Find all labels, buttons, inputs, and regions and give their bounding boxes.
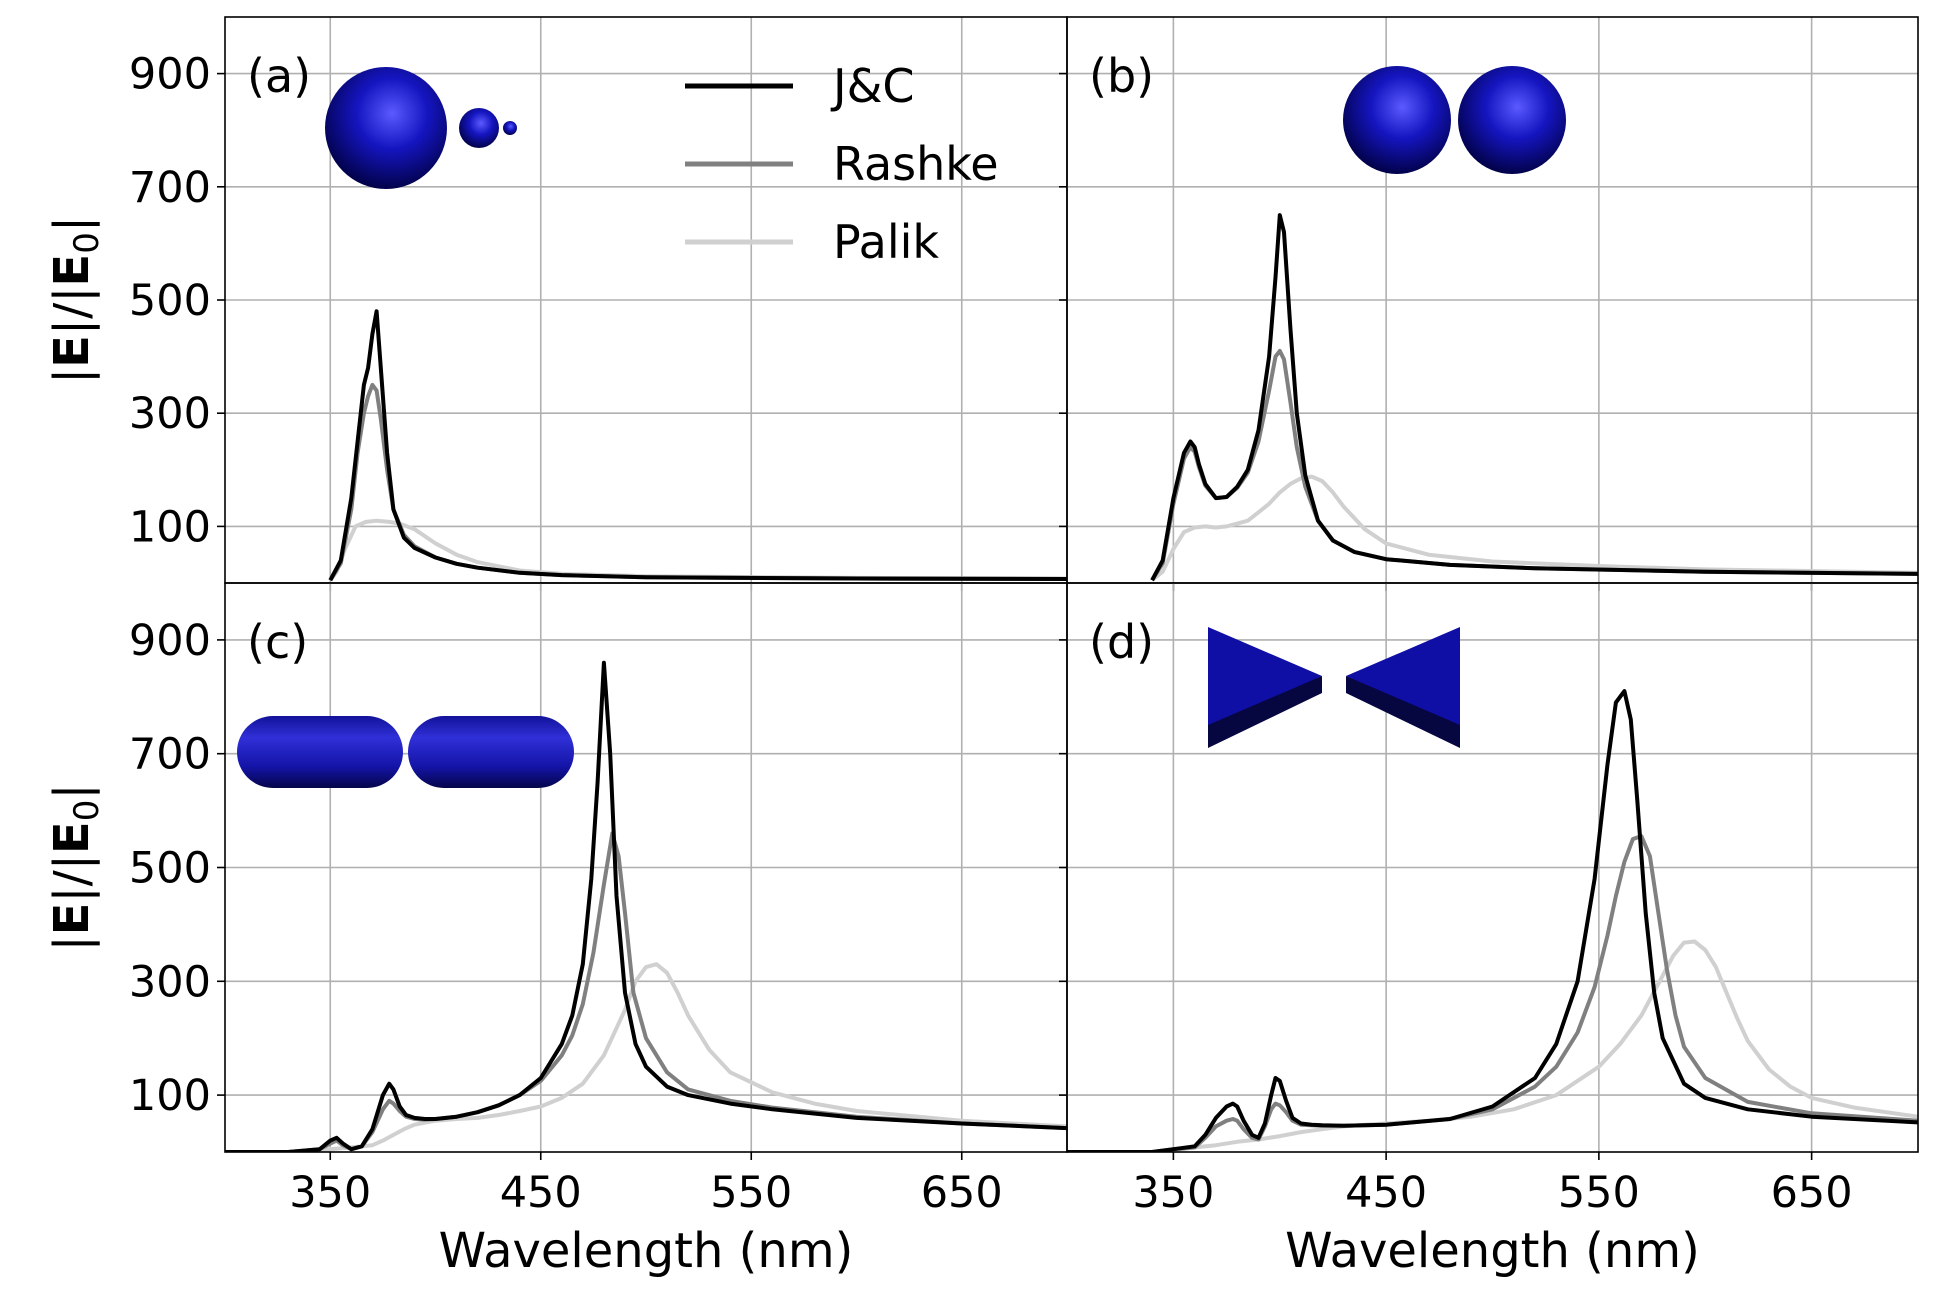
x-tick-label: 450 <box>500 1168 582 1218</box>
legend-label-Rashke: Rashke <box>833 137 999 191</box>
legend: J&C Rashke Palik <box>685 59 999 269</box>
y-tick-label: 300 <box>129 389 211 439</box>
x-tick-label: 350 <box>1132 1168 1214 1218</box>
sphere-dimer-right-image <box>1458 66 1566 174</box>
y-tick-label: 300 <box>129 957 211 1007</box>
large-sphere-image <box>325 67 447 189</box>
series-line-Palik <box>328 518 1067 582</box>
bowtie-left-triangle-image <box>1208 627 1322 725</box>
x-tick-label: 350 <box>289 1168 371 1218</box>
legend-label-Palik: Palik <box>833 215 939 269</box>
series-line-Palik <box>1067 939 1918 1152</box>
x-axis-label: Wavelength (nm) <box>1285 1223 1700 1279</box>
x-tick-label: 450 <box>1345 1168 1427 1218</box>
nanorod-right-image <box>408 716 574 788</box>
small-sphere-image <box>503 121 517 135</box>
x-tick-label: 650 <box>1771 1168 1853 1218</box>
nanorod-left-image <box>237 716 403 788</box>
x-tick-label: 550 <box>710 1168 792 1218</box>
series-line-J&C <box>225 660 1067 1152</box>
panel-label: (d) <box>1089 615 1154 669</box>
y-tick-label: 700 <box>129 163 211 213</box>
y-tick-label: 500 <box>129 276 211 326</box>
y-tick-label: 500 <box>129 844 211 894</box>
y-axis-label: |E|/|E0| <box>44 216 107 384</box>
y-axis-label: |E|/|E0| <box>44 783 107 951</box>
panel-d: 350 450 550 650 Wavelength (nm) (d) <box>1059 582 1919 1279</box>
y-tick-label: 700 <box>129 730 211 780</box>
series-line-J&C <box>1067 689 1918 1152</box>
series-line-Palik <box>1150 474 1918 582</box>
bowtie-left-edge <box>1208 676 1322 748</box>
x-axis-label: Wavelength (nm) <box>439 1223 854 1279</box>
panel-b: (b) <box>1059 16 1919 591</box>
sphere-dimer-left-image <box>1343 66 1451 174</box>
y-tick-label: 900 <box>129 50 211 100</box>
panel-c: 100 300 500 700 900 350 450 550 650 Wavelength (n… <box>44 582 1068 1279</box>
series-line-J&C <box>328 309 1067 582</box>
bowtie-right-triangle-image <box>1346 627 1460 725</box>
bowtie-right-edge <box>1346 676 1460 748</box>
panel-label: (b) <box>1089 49 1154 103</box>
series-line-Palik <box>225 962 1067 1152</box>
legend-label-J&C: J&C <box>830 59 915 113</box>
series-line-J&C <box>1150 213 1918 582</box>
panel-label: (a) <box>247 49 311 103</box>
x-tick-label: 650 <box>921 1168 1003 1218</box>
y-tick-label: 100 <box>129 502 211 552</box>
series-line-Rashke <box>328 382 1067 582</box>
x-tick-label: 550 <box>1558 1168 1640 1218</box>
panel-label: (c) <box>247 615 308 669</box>
medium-sphere-image <box>459 108 499 148</box>
y-tick-label: 900 <box>129 616 211 666</box>
series-line-Rashke <box>225 831 1067 1152</box>
y-tick-label: 100 <box>129 1071 211 1121</box>
